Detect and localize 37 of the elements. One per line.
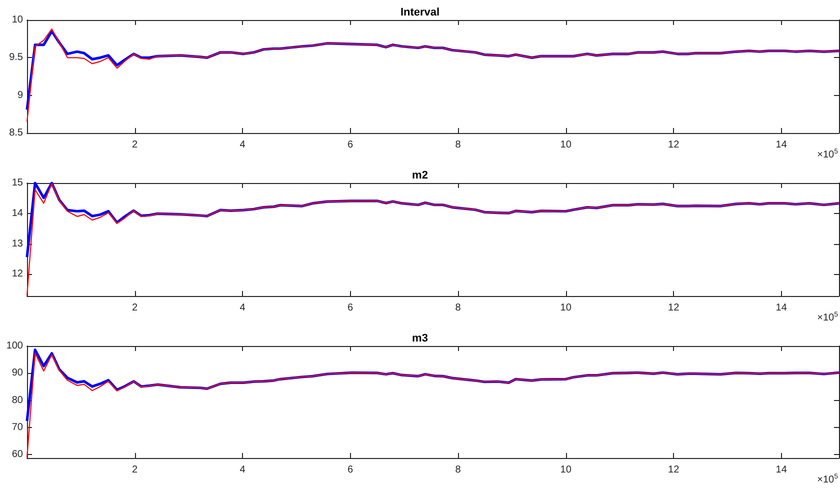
y-tick-label: 10: [12, 14, 24, 26]
y-tick-label: 8.5: [9, 128, 24, 138]
y-tick-label: 15: [12, 178, 24, 188]
x-tick-label: 4: [240, 140, 246, 150]
x-tick-label: 10: [560, 464, 572, 476]
chart-title: m2: [412, 170, 428, 182]
x-tick-label: 6: [348, 464, 354, 476]
x-tick-label: 12: [668, 464, 680, 476]
y-tick-label: 12: [12, 268, 24, 280]
x-tick-label: 14: [776, 140, 788, 150]
chart-title: m3: [412, 332, 428, 344]
x-tick-label: 2: [132, 302, 138, 314]
x-tick-label: 8: [455, 302, 462, 314]
x-tick-label: 4: [240, 464, 246, 476]
x-tick-label: 2: [132, 464, 138, 476]
y-tick-label: 70: [12, 422, 24, 434]
x-tick-label: 10: [560, 302, 572, 314]
x-tick-label: 8: [455, 464, 462, 476]
x-tick-label: 6: [348, 302, 354, 314]
y-tick-label: 80: [12, 394, 24, 406]
x-tick-label: 12: [668, 140, 680, 150]
y-tick-label: 100: [6, 340, 24, 352]
x-tick-label: 12: [668, 302, 680, 314]
chart-title: Interval: [400, 6, 440, 18]
x-tick-label: 14: [776, 302, 788, 314]
x-tick-label: 6: [348, 140, 354, 150]
y-tick-label: 90: [12, 368, 24, 379]
y-tick-label: 13: [12, 238, 24, 250]
x-tick-label: 10: [560, 140, 572, 150]
y-tick-label: 9: [17, 90, 24, 101]
x-tick-label: 2: [132, 140, 138, 150]
x-tick-label: 4: [240, 302, 246, 314]
y-tick-label: 60: [12, 449, 24, 460]
y-tick-label: 9.5: [9, 52, 24, 64]
x-tick-label: 8: [455, 140, 462, 150]
x-tick-label: 14: [776, 464, 788, 476]
y-tick-label: 14: [12, 208, 24, 219]
